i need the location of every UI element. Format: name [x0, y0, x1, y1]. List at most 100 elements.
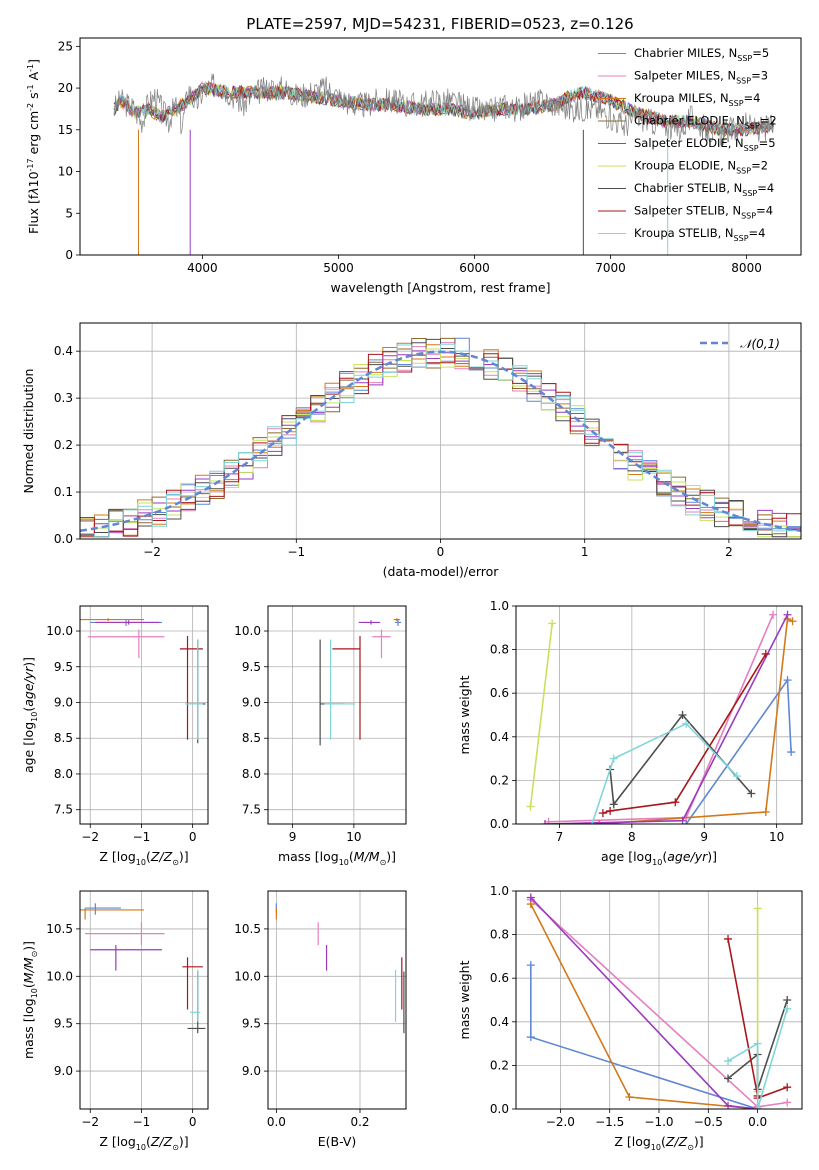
y-axis-label: Normed distribution: [21, 369, 36, 494]
weight-line: [685, 677, 792, 824]
errorbar-point: [393, 618, 400, 622]
legend: Chabrier MILES, NSSP​=5 Salpeter MILES, N…: [598, 46, 777, 243]
weight-marker: [526, 802, 535, 811]
panel-mass_vs_ebv: 0.0 0.2 9.0 9.5 10.0 10.5 E(B-V): [234, 890, 407, 1149]
weight-marker: [724, 1101, 733, 1109]
weight-marker: [678, 711, 687, 719]
axes-frame: [515, 890, 803, 1110]
y-axis-label: age [log10​(age/yr)]: [21, 657, 39, 773]
legend-label: Kroupa STELIB, NSSP​=4: [634, 226, 765, 243]
weight-marker: [682, 719, 691, 728]
errorbar-point: [332, 636, 361, 740]
legend-label: Salpeter STELIB, NSSP​=4: [634, 204, 773, 221]
y-tick-label: 0: [65, 248, 73, 262]
weight-line: [727, 1008, 788, 1109]
y-tick-label: 10.0: [234, 969, 261, 983]
y-tick-label: 0.0: [490, 1102, 509, 1116]
x-tick-label: −2: [143, 545, 161, 559]
plot-area: [526, 610, 797, 824]
y-tick-label: 8.0: [54, 767, 73, 781]
axes-frame: [267, 890, 407, 1110]
errorbar-point: [182, 957, 203, 1010]
plot-area: [80, 903, 206, 1034]
weight-marker: [761, 649, 770, 658]
y-tick-label: 10.0: [46, 624, 73, 638]
x-tick-label: 0.0: [267, 1115, 286, 1129]
weight-marker: [753, 1105, 762, 1109]
x-tick-label: 0: [189, 1115, 197, 1129]
weight-series: [526, 961, 762, 1109]
weight-marker: [783, 676, 792, 685]
y-tick-label: 5: [65, 206, 73, 220]
weight-marker: [783, 1004, 792, 1013]
y-tick-label: 10.0: [46, 969, 73, 983]
weight-line: [548, 614, 774, 823]
y-tick-label: 0.4: [54, 344, 73, 358]
weight-series: [606, 711, 756, 809]
weight-line: [591, 722, 738, 824]
weight-marker: [548, 619, 557, 628]
errorbar-point: [85, 903, 121, 915]
x-tick-label: 2: [725, 545, 733, 559]
weight-marker: [598, 809, 607, 818]
y-tick-label: 10: [58, 165, 73, 179]
weight-series: [526, 900, 762, 1109]
weight-marker: [588, 820, 597, 824]
y-tick-label: 7.5: [54, 803, 73, 817]
panel-weight_vs_Z: −2.0 −1.5 −1.0 −0.5 0.0 0.0 0.2 0.4 0.6 0.8 1.0 Z […: [457, 884, 803, 1152]
weight-marker: [526, 961, 535, 970]
x-axis-label: Z [log10​(Z/Z⊙​)]: [614, 1134, 703, 1152]
y-tick-label: 8.5: [242, 731, 261, 745]
x-tick-label: −1: [133, 830, 151, 844]
errorbar-point: [85, 922, 165, 946]
plot-area: [319, 618, 402, 746]
errorbar-point: [358, 620, 381, 625]
errorbar-point: [184, 639, 203, 740]
y-tick-label: 0.4: [490, 730, 509, 744]
y-tick-label: 1.0: [490, 884, 509, 898]
weight-marker: [526, 1033, 535, 1042]
y-tick-label: 0.6: [490, 686, 509, 700]
y-tick-label: 0.0: [54, 532, 73, 546]
y-tick-label: 0.8: [490, 643, 509, 657]
x-tick-label: 0.0: [748, 1115, 767, 1129]
x-axis-label: wavelength [Angstrom, rest frame]: [330, 280, 550, 295]
x-tick-label: 0: [437, 545, 445, 559]
legend-label: Salpeter MILES, NSSP​=3: [634, 69, 768, 86]
x-tick-label: 10: [769, 830, 784, 844]
x-axis-label: (data-model)/error: [383, 564, 500, 579]
weight-marker: [783, 1083, 792, 1092]
panels: 4000 5000 6000 7000 80000510152025wavelength…: [21, 37, 803, 1152]
weight-series: [724, 1004, 792, 1109]
x-tick-label: 5000: [323, 261, 354, 275]
y-tick-label: 9.0: [242, 695, 261, 709]
legend-label: Chabrier ELODIE, NSSP​=2: [634, 114, 777, 131]
x-axis-label: mass [log10​(M/M⊙​)]: [278, 849, 396, 867]
weight-marker: [769, 610, 778, 619]
x-tick-label: 7000: [595, 261, 626, 275]
weight-marker: [761, 808, 770, 817]
errorbar-point: [87, 629, 165, 659]
axes-frame: [79, 322, 802, 540]
figure-title: PLATE=2597, MJD=54231, FIBERID=0523, z=0…: [246, 15, 633, 33]
legend-label: Salpeter ELODIE, NSSP​=5: [634, 136, 776, 153]
x-axis-label: Z [log10​(Z/Z⊙​)]: [99, 1134, 188, 1152]
panel-residuals: −2 −1 0 1 2 0.0 0.1 0.2 0.3 0.4 (data-model)/error…: [21, 322, 802, 579]
axes-frame: [515, 605, 803, 825]
x-tick-label: −1.0: [644, 1115, 673, 1129]
weight-marker: [609, 800, 618, 809]
x-tick-label: 6000: [459, 261, 490, 275]
x-tick-label: 8: [628, 830, 636, 844]
legend-label: 𝒩(0,1): [740, 337, 780, 351]
weight-marker: [783, 1098, 792, 1107]
y-tick-label: 9.5: [242, 1017, 261, 1031]
x-tick-label: 9: [700, 830, 708, 844]
data-spectrum-line: [113, 73, 774, 147]
x-tick-label: −1.5: [595, 1115, 624, 1129]
weight-marker: [732, 772, 741, 781]
errorbar-point: [95, 620, 160, 625]
weight-marker: [671, 798, 680, 807]
y-axis-label: mass weight: [457, 960, 472, 1039]
weight-marker: [526, 893, 535, 902]
panel-spectrum: 4000 5000 6000 7000 8000 0 5 10 15 20 25 wavelength…: [26, 37, 802, 295]
